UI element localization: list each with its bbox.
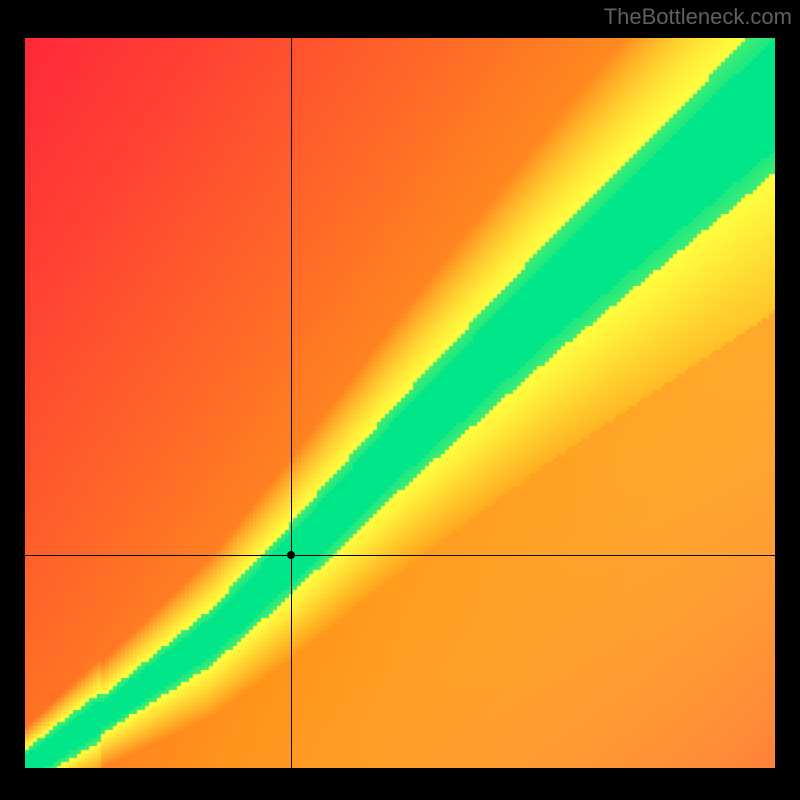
heatmap-canvas xyxy=(25,38,775,768)
crosshair-horizontal xyxy=(25,555,775,556)
watermark-text: TheBottleneck.com xyxy=(604,4,792,30)
crosshair-marker xyxy=(287,551,295,559)
plot-area xyxy=(25,38,775,768)
crosshair-vertical xyxy=(291,38,292,768)
